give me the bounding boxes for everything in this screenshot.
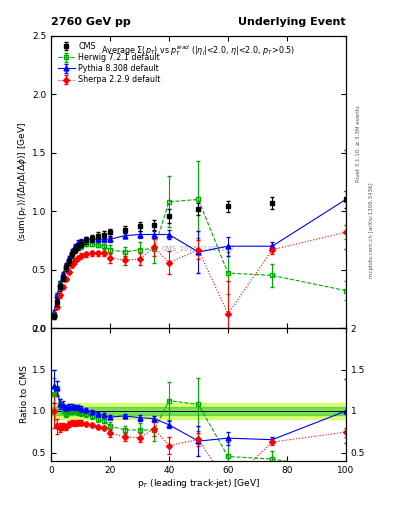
Text: CMS_2015_I1385107: CMS_2015_I1385107 <box>162 246 235 252</box>
Y-axis label: Ratio to CMS: Ratio to CMS <box>20 366 29 423</box>
Bar <box>51 403 346 419</box>
Text: Average $\Sigma(p_T)$ vs $p_T^{lead}$ ($|\eta_j|$<2.0, $\eta|$<2.0, $p_T$>0.5): Average $\Sigma(p_T)$ vs $p_T^{lead}$ ($… <box>101 43 296 58</box>
Text: Rivet 3.1.10, ≥ 3.3M events: Rivet 3.1.10, ≥ 3.3M events <box>356 105 361 182</box>
Y-axis label: $\langle$sum(p$_T$)$\rangle$/$[\Delta\eta\Delta(\Delta\phi)]$ [GeV]: $\langle$sum(p$_T$)$\rangle$/$[\Delta\et… <box>16 122 29 242</box>
Text: Underlying Event: Underlying Event <box>238 17 346 27</box>
X-axis label: p$_T$ (leading track-jet) [GeV]: p$_T$ (leading track-jet) [GeV] <box>137 477 260 490</box>
Bar <box>51 407 346 415</box>
Text: mcplots.cern.ch [arXiv:1306.3436]: mcplots.cern.ch [arXiv:1306.3436] <box>369 183 375 278</box>
Text: 2760 GeV pp: 2760 GeV pp <box>51 17 131 27</box>
Legend: CMS, Herwig 7.2.1 default, Pythia 8.308 default, Sherpa 2.2.9 default: CMS, Herwig 7.2.1 default, Pythia 8.308 … <box>55 40 163 87</box>
